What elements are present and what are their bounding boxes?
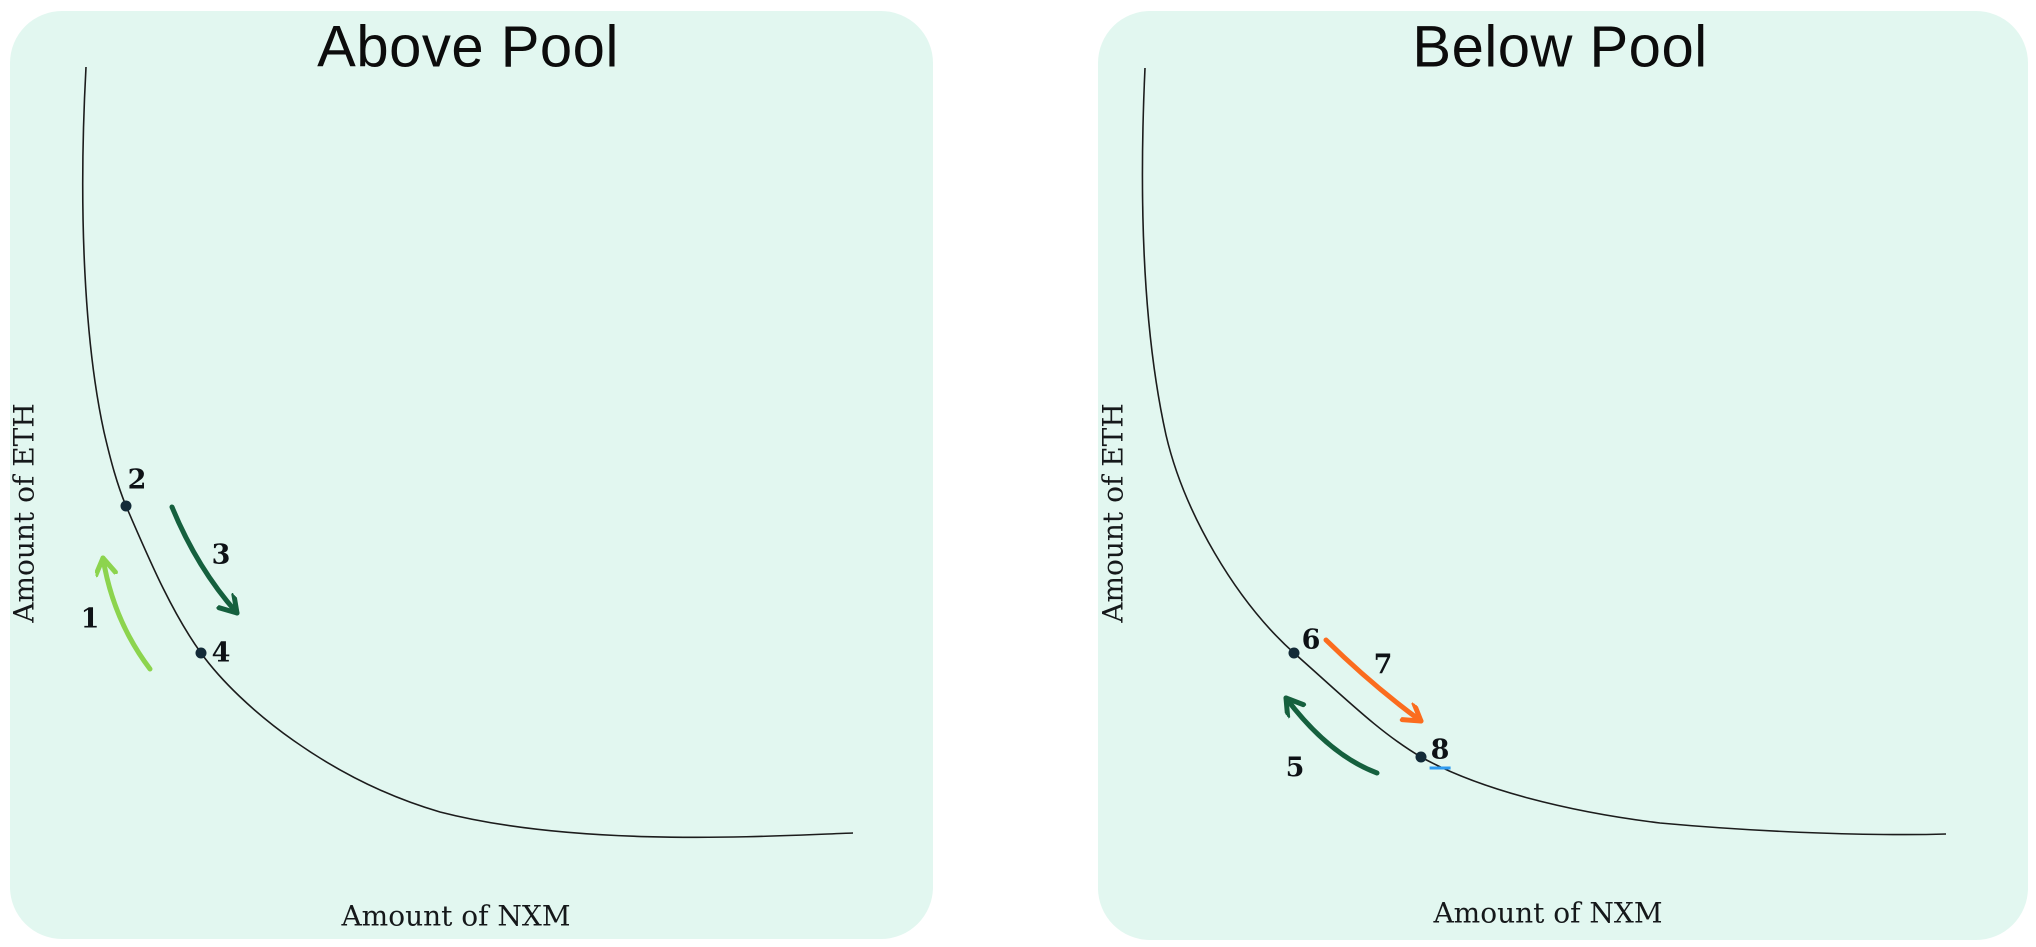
above-pool-title: Above Pool bbox=[317, 14, 619, 80]
point-2-label: 2 bbox=[127, 464, 147, 496]
below-pool-y-axis-label: Amount of ETH bbox=[1096, 403, 1130, 623]
point-8-label: 8 bbox=[1429, 734, 1451, 770]
below-pool-title: Below Pool bbox=[1412, 14, 1708, 80]
above-pool-x-axis-label: Amount of NXM bbox=[341, 899, 571, 933]
point-8-underlined-text: 8 bbox=[1429, 734, 1451, 770]
arrow-1-label: 1 bbox=[80, 603, 100, 635]
point-6-label: 6 bbox=[1301, 624, 1321, 656]
point-4-label: 4 bbox=[211, 637, 231, 669]
arrow-7-label: 7 bbox=[1373, 649, 1393, 681]
below-pool-panel bbox=[1098, 11, 2028, 940]
arrow-5-label: 5 bbox=[1285, 752, 1305, 784]
above-pool-panel bbox=[10, 11, 933, 939]
below-pool-x-axis-label: Amount of NXM bbox=[1433, 896, 1663, 930]
arrow-3-label: 3 bbox=[211, 539, 231, 571]
above-pool-y-axis-label: Amount of ETH bbox=[7, 403, 41, 623]
